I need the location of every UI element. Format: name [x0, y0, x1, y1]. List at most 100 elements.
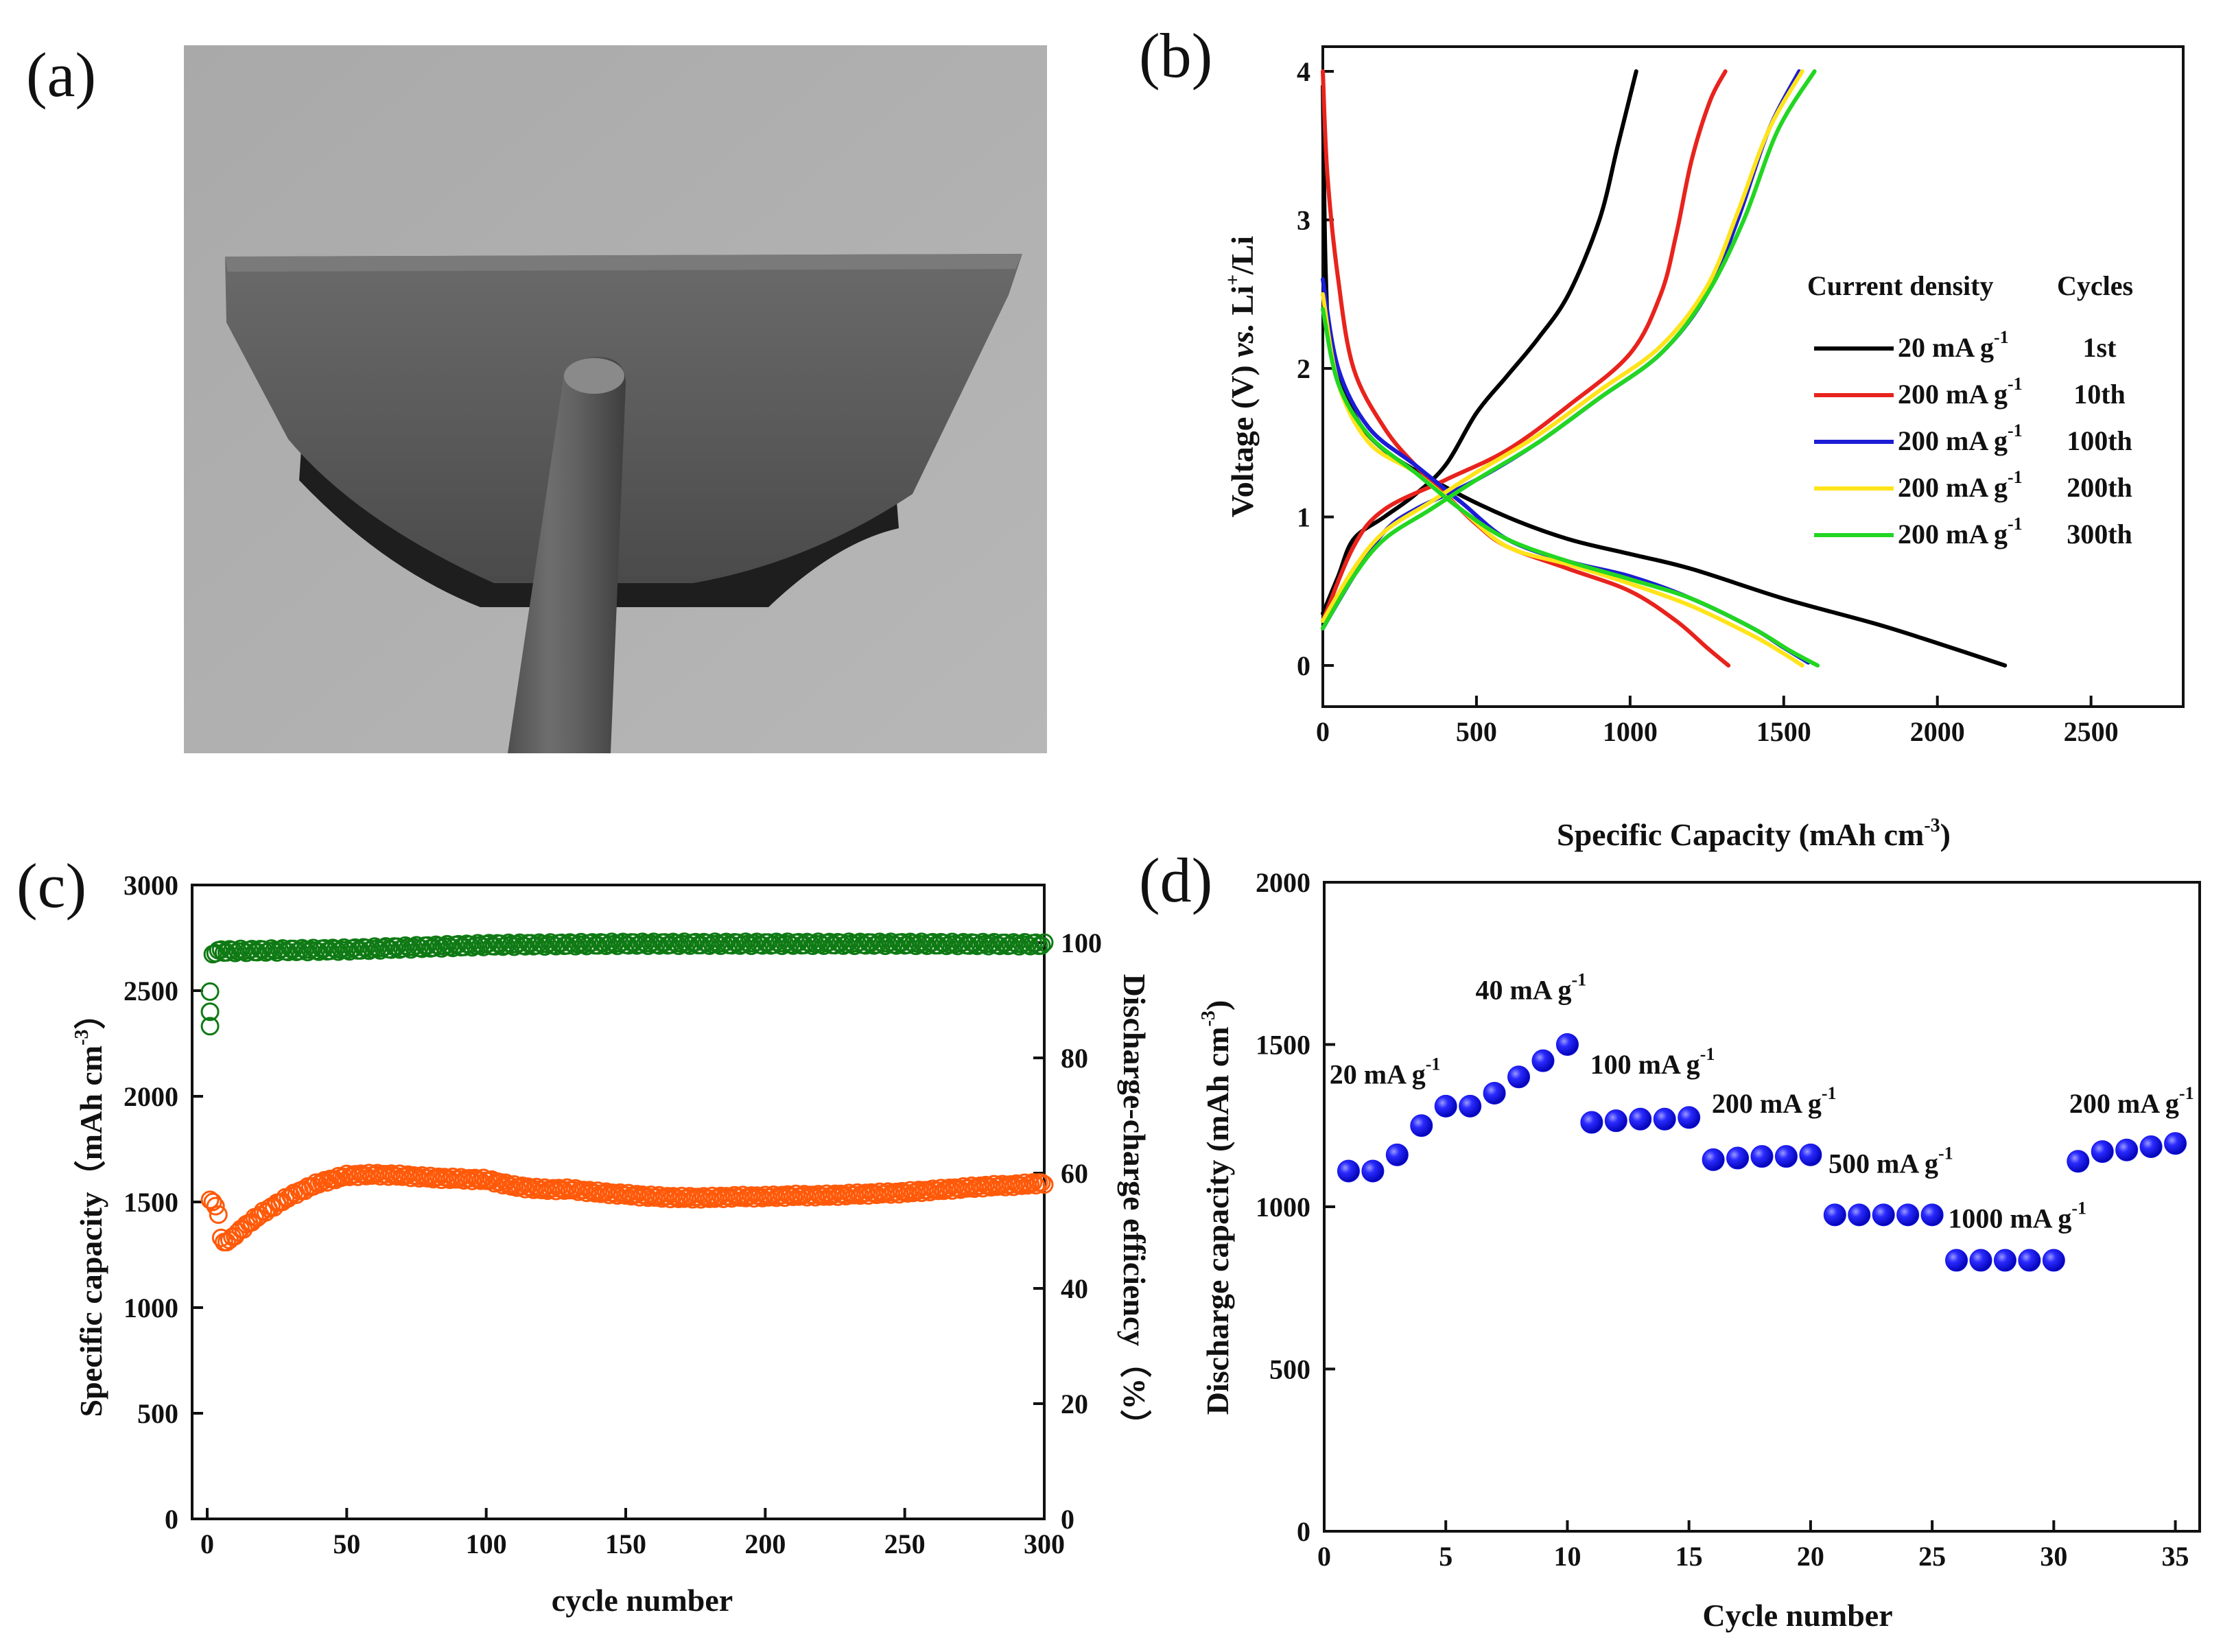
legend-cycle-1st: 1st [2083, 332, 2117, 363]
efficiency-point [200, 1002, 220, 1022]
rate-annotation-sup: -1 [1426, 1054, 1441, 1074]
rate-point [1337, 1159, 1360, 1183]
capacity-point [1032, 1173, 1051, 1192]
c-y-axis-label: Specific capacity（mAh cm-3） [71, 998, 108, 1417]
rate-annotation: 1000 mA g-1 [1948, 1199, 2086, 1234]
d-x-tick-label: 0 [1317, 1541, 1331, 1572]
b-curve-discharge-10th [1321, 69, 1731, 668]
rate-annotation: 500 mA g-1 [1828, 1143, 1953, 1179]
b-y-tick-label: 2 [1297, 353, 1310, 384]
rate-point [1726, 1146, 1750, 1170]
c-ylabel-sup: -3 [71, 1030, 93, 1046]
rod-tip [564, 358, 624, 394]
legend-label-sup: -1 [2008, 421, 2023, 440]
c-y2-tick-label: 40 [1061, 1273, 1088, 1304]
efficiency-point [401, 940, 421, 959]
d-ylabel-main: Discharge capacity (mAh cm [1200, 1026, 1235, 1415]
film-top-edge [225, 254, 1022, 272]
plot-frame-b [1321, 45, 2185, 708]
c-y-tick-label: 1000 [124, 1293, 178, 1323]
legend-cycle-200th: 200th [2067, 472, 2132, 503]
b-ylabel-c: Li [1225, 285, 1260, 323]
b-x-tick-label: 2000 [1910, 716, 1965, 747]
b-ylabel-a: Voltage (V) [1225, 357, 1260, 517]
b-curve-discharge-200th [1321, 292, 1804, 668]
rate-annotation-main: 40 mA g [1475, 974, 1571, 1005]
efficiency-point [329, 942, 348, 961]
b-ylabel-b: vs. [1225, 323, 1260, 357]
legend-label-main: 200 mA g [1898, 425, 2008, 456]
rate-point [1653, 1107, 1676, 1131]
rate-annotation-main: 1000 mA g [1948, 1203, 2071, 1234]
legend-label-sup: -1 [2008, 467, 2023, 487]
c-y2-tick-label: 0 [1061, 1504, 1074, 1535]
b-ylabel-d: /Li [1225, 236, 1260, 275]
c-y-tick-label: 3000 [124, 870, 178, 901]
b-y-tick-label: 1 [1297, 502, 1310, 533]
d-ylabel-end: ) [1200, 1000, 1235, 1011]
panel-a: (a) [26, 40, 1047, 753]
rate-point [1750, 1145, 1774, 1168]
rate-point [1531, 1049, 1555, 1072]
rate-point [1920, 1203, 1944, 1227]
rate-point [1969, 1249, 1992, 1272]
c-y2-tick-label: 80 [1061, 1043, 1088, 1074]
c-y-tick-label: 1500 [124, 1187, 178, 1218]
rate-point [1896, 1203, 1920, 1227]
rate-annotation-main: 20 mA g [1330, 1059, 1426, 1089]
b-y-axis-label: Voltage (V) vs. Li+/Li [1223, 236, 1260, 518]
legend-label-10th: 200 mA g-1 [1898, 374, 2023, 410]
efficiency-point [370, 941, 390, 960]
rate-point [1604, 1109, 1627, 1133]
b-xlabel-sup: -3 [1924, 815, 1940, 836]
b-x-tick-label: 0 [1316, 716, 1330, 747]
b-x-tick-label: 1000 [1603, 716, 1658, 747]
rate-annotation-sup: -1 [1700, 1044, 1715, 1064]
d-y-axis-label: Discharge capacity (mAh cm-3) [1198, 1000, 1235, 1415]
d-x-tick-label: 10 [1553, 1541, 1581, 1572]
rate-point [1678, 1106, 1701, 1129]
d-x-tick-label: 20 [1797, 1541, 1824, 1572]
legend-label-300th: 200 mA g-1 [1898, 514, 2023, 550]
rate-point [1993, 1249, 2016, 1272]
legend-label-main: 200 mA g [1898, 519, 2008, 550]
rate-annotation-main: 500 mA g [1828, 1148, 1938, 1179]
c-y2-tick-label: 100 [1061, 928, 1102, 958]
efficiency-point [298, 943, 317, 962]
panel-label-c: (c) [16, 851, 86, 921]
c-x-tick-label: 0 [200, 1529, 214, 1559]
rate-point [1823, 1203, 1846, 1227]
efficiency-point [462, 938, 482, 957]
c-y2-tick-label: 20 [1061, 1389, 1088, 1419]
d-y-tick-label: 2000 [1256, 867, 1310, 898]
c-x-tick-label: 150 [605, 1529, 646, 1559]
c-ylabel-end: ） [73, 998, 108, 1030]
efficiency-point [226, 943, 245, 963]
rate-point [1555, 1033, 1579, 1056]
b-curve-charge-300th [1321, 69, 1817, 630]
legend-label-1st: 20 mA g-1 [1898, 327, 2009, 363]
rate-annotation-sup: -1 [1938, 1143, 1953, 1163]
efficiency-point [633, 932, 652, 952]
efficiency-point [200, 982, 220, 1001]
capacity-point [574, 1181, 593, 1200]
d-x-tick-label: 30 [2040, 1541, 2067, 1572]
rate-point [1629, 1107, 1652, 1131]
capacity-point [1024, 1173, 1043, 1192]
rate-point [2042, 1249, 2065, 1272]
panel-d: (d) 0 5 10 15 20 25 30 35 0 500 1000 1500 2000 20 mA… [1139, 845, 2201, 1633]
rate-point [1799, 1143, 1822, 1166]
b-curves [1321, 69, 2008, 668]
d-x-tick-label: 5 [1439, 1541, 1452, 1572]
b-curve-discharge-300th [1321, 307, 1820, 668]
rate-point [2018, 1249, 2041, 1272]
b-ticks: 0 500 1000 1500 2000 2500 0 1 2 3 4 [1297, 56, 2119, 747]
c-y-tick-label: 2000 [124, 1081, 178, 1112]
legend-label-main: 20 mA g [1898, 332, 1994, 363]
panel-label-b: (b) [1139, 21, 1212, 91]
rate-point [1434, 1094, 1457, 1118]
c-x-tick-label: 50 [333, 1529, 360, 1559]
b-curve-charge-10th [1321, 69, 1728, 623]
capacity-point [200, 1190, 220, 1210]
rate-point [1507, 1065, 1531, 1089]
